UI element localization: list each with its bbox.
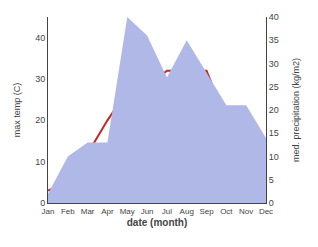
- svg-text:5: 5: [269, 175, 274, 185]
- svg-text:Aug: Aug: [180, 207, 194, 216]
- svg-text:Nov: Nov: [239, 207, 253, 216]
- svg-text:30: 30: [269, 59, 279, 69]
- svg-text:10: 10: [35, 157, 45, 167]
- svg-text:0: 0: [269, 198, 274, 208]
- svg-text:20: 20: [269, 105, 279, 115]
- svg-text:10: 10: [269, 152, 279, 162]
- svg-text:med. precipitation (kg/m2): med. precipitation (kg/m2): [291, 58, 301, 162]
- svg-text:max temp (C): max temp (C): [12, 83, 22, 138]
- svg-text:15: 15: [269, 128, 279, 138]
- svg-text:Jul: Jul: [162, 207, 172, 216]
- svg-text:40: 40: [35, 33, 45, 43]
- svg-text:Oct: Oct: [220, 207, 233, 216]
- svg-text:Mar: Mar: [81, 207, 95, 216]
- svg-text:40: 40: [269, 12, 279, 22]
- svg-text:20: 20: [35, 115, 45, 125]
- svg-text:Feb: Feb: [61, 207, 75, 216]
- svg-text:Jan: Jan: [42, 207, 55, 216]
- svg-text:25: 25: [269, 82, 279, 92]
- svg-text:0: 0: [40, 198, 45, 208]
- svg-text:30: 30: [35, 74, 45, 84]
- svg-text:Jun: Jun: [141, 207, 154, 216]
- svg-text:Apr: Apr: [101, 207, 114, 216]
- svg-text:Dec: Dec: [259, 207, 273, 216]
- svg-text:May: May: [120, 207, 135, 216]
- svg-text:35: 35: [269, 35, 279, 45]
- svg-text:date (month): date (month): [127, 217, 188, 228]
- svg-text:Sep: Sep: [199, 207, 214, 216]
